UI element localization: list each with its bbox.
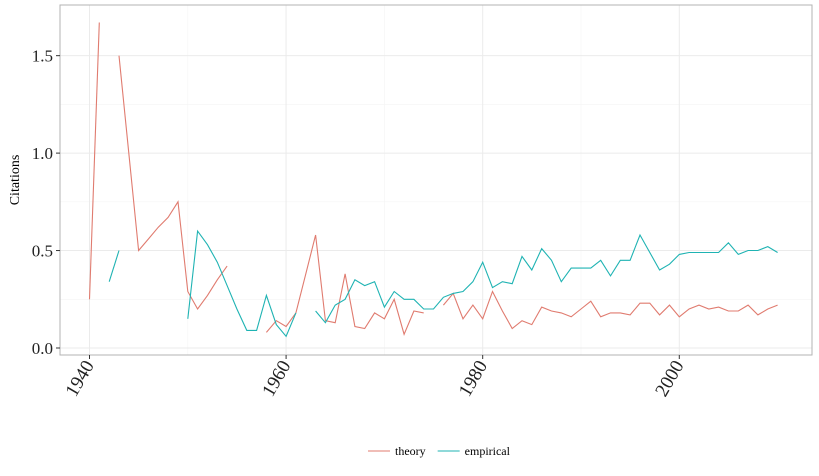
legend-label-empirical: empirical: [465, 444, 511, 458]
grid: [60, 5, 812, 355]
y-tick-label: 1.0: [32, 144, 53, 163]
series-line-theory: [265, 234, 424, 336]
series-lines: [88, 22, 778, 338]
series-line-theory: [118, 55, 228, 311]
y-tick-label: 0.0: [32, 339, 53, 358]
series-line-theory: [442, 290, 778, 330]
series-line-empirical: [315, 233, 778, 324]
y-tick-label: 0.5: [32, 242, 53, 261]
series-line-empirical: [108, 250, 120, 282]
series-line-empirical: [187, 229, 297, 338]
y-axis-label: Citations: [8, 155, 23, 206]
x-tick-label: 1960: [258, 357, 295, 400]
legend-label-theory: theory: [395, 444, 426, 458]
x-tick-label: 2000: [651, 357, 688, 400]
panel-border: [59, 4, 813, 356]
series-line-theory: [88, 22, 100, 300]
axes: 1940 1960 1980 2000 0.0 0.5 1.0 1.5: [32, 47, 689, 401]
legend: theory empirical: [368, 444, 511, 458]
y-tick-label: 1.5: [32, 47, 53, 66]
x-tick-label: 1940: [62, 357, 99, 400]
x-tick-label: 1980: [455, 357, 492, 400]
